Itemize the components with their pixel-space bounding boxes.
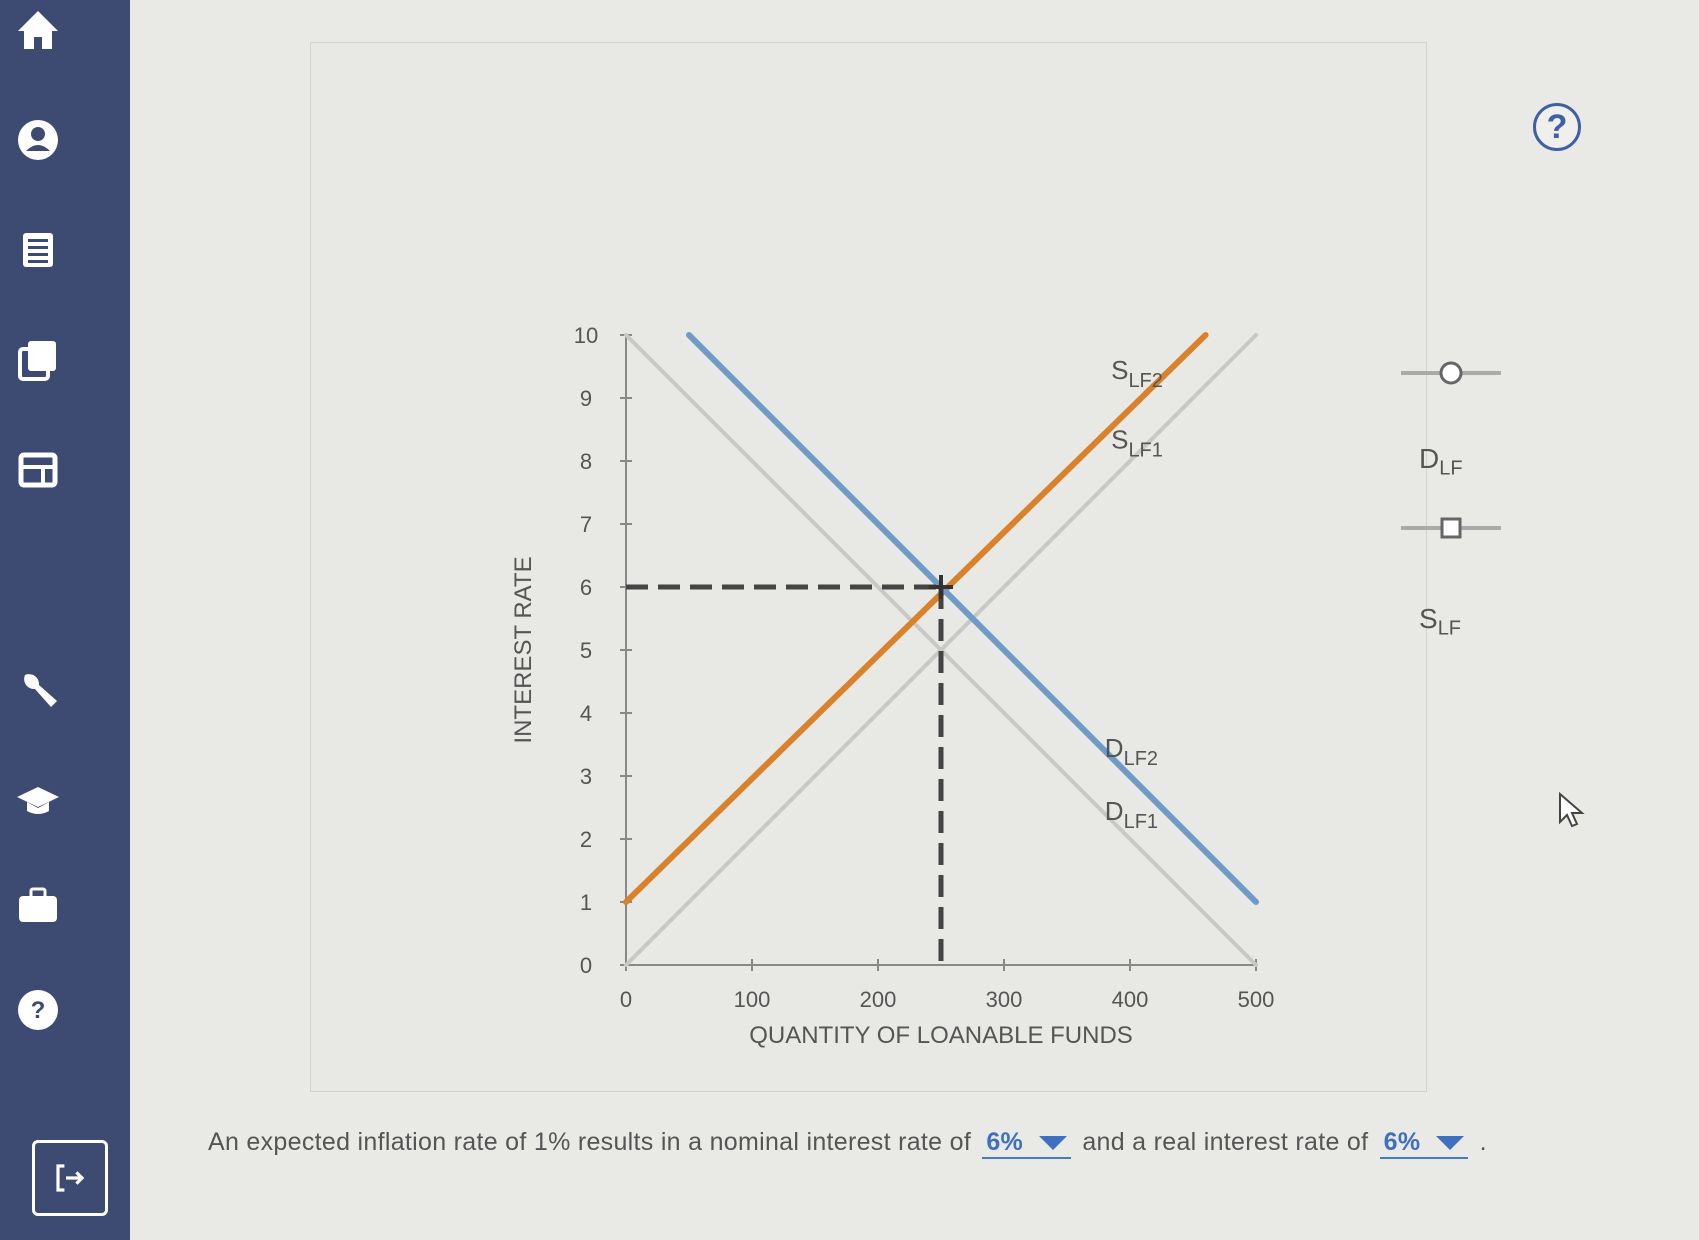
graph-tool-palette: DLF SLF xyxy=(1381,343,1521,663)
x-tick-label: 500 xyxy=(1238,987,1275,1012)
real-rate-dropdown[interactable]: 6% xyxy=(1379,1128,1469,1159)
menu-list-icon[interactable] xyxy=(8,220,68,280)
curve-label-SLF2: SLF2 xyxy=(1111,355,1163,392)
nominal-rate-dropdown[interactable]: 6% xyxy=(982,1128,1072,1159)
layout-icon[interactable] xyxy=(8,440,68,500)
sidebar: ? xyxy=(0,0,130,1240)
profile-icon[interactable] xyxy=(8,110,68,170)
y-tick-label: 0 xyxy=(580,953,592,978)
wrench-icon[interactable] xyxy=(8,660,68,720)
copy-icon[interactable] xyxy=(8,330,68,390)
y-tick-label: 3 xyxy=(580,764,592,789)
help-icon[interactable]: ? xyxy=(8,980,68,1040)
svg-text:?: ? xyxy=(31,997,46,1024)
y-axis-label: INTEREST RATE xyxy=(510,556,537,743)
briefcase-icon[interactable] xyxy=(8,875,68,935)
home-icon[interactable] xyxy=(8,0,68,60)
x-tick-label: 200 xyxy=(860,987,897,1012)
y-tick-label: 5 xyxy=(580,638,592,663)
graph-panel: ? 0 1 2 3 4 5 6 7 8 9 10 0 100 200 300 400 500 QUANTITY O… xyxy=(310,42,1581,1093)
chevron-down-icon xyxy=(1039,1136,1068,1151)
x-tick-label: 300 xyxy=(986,987,1023,1012)
y-tick-label: 7 xyxy=(580,512,592,537)
curve-label-DLF2: DLF2 xyxy=(1105,733,1158,770)
series-SLF2 xyxy=(623,332,1209,905)
question-part2: and a real interest rate of xyxy=(1082,1128,1369,1156)
y-tick-label: 6 xyxy=(580,575,592,600)
series-DLF1 xyxy=(624,333,1258,967)
y-tick-label: 10 xyxy=(574,323,598,348)
equilibrium-point xyxy=(929,575,953,599)
main-content: ? 0 1 2 3 4 5 6 7 8 9 10 0 100 200 300 400 500 QUANTITY O… xyxy=(130,0,1699,1240)
x-tick-label: 400 xyxy=(1112,987,1149,1012)
curve-label-SLF1: SLF1 xyxy=(1111,424,1163,461)
question-text: An expected inflation rate of 1% results… xyxy=(208,1128,1487,1159)
y-tick-label: 1 xyxy=(580,890,592,915)
chevron-down-icon xyxy=(1436,1136,1465,1151)
question-part1: An expected inflation rate of 1% results… xyxy=(208,1128,972,1156)
x-tick-label: 100 xyxy=(734,987,771,1012)
supply-curve-tool[interactable] xyxy=(1401,508,1501,548)
y-tick-label: 2 xyxy=(580,827,592,852)
real-rate-value: 6% xyxy=(1383,1128,1421,1156)
x-tick-label: 0 xyxy=(620,987,632,1012)
nominal-rate-value: 6% xyxy=(986,1128,1024,1156)
series-DLF2 xyxy=(686,332,1259,905)
demand-curve-tool[interactable] xyxy=(1401,353,1501,393)
question-end: . xyxy=(1479,1128,1487,1156)
y-tick-label: 8 xyxy=(580,449,592,474)
supply-tool-label: SLF xyxy=(1419,603,1462,640)
y-tick-label: 4 xyxy=(580,701,592,726)
exit-icon[interactable] xyxy=(32,1140,108,1216)
y-tick-label: 9 xyxy=(580,386,592,411)
x-axis-label: QUANTITY OF LOANABLE FUNDS xyxy=(749,1022,1133,1049)
mouse-cursor xyxy=(1558,791,1586,833)
demand-tool-label: DLF xyxy=(1419,443,1463,480)
curve-label-DLF1: DLF1 xyxy=(1105,796,1158,833)
graduation-cap-icon[interactable] xyxy=(8,770,68,830)
help-button[interactable]: ? xyxy=(1533,103,1581,151)
